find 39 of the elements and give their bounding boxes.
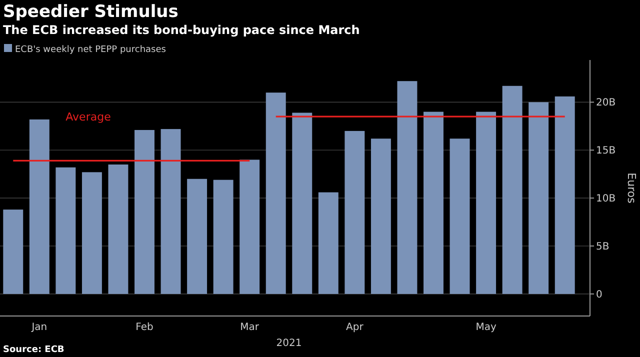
bar <box>397 81 418 294</box>
bar <box>528 102 549 294</box>
bar <box>502 86 522 294</box>
x-tick-label: Mar <box>240 322 260 333</box>
bar <box>318 192 338 294</box>
bar <box>160 129 181 294</box>
y-tick-label: 20B <box>596 98 616 109</box>
bar <box>108 164 128 294</box>
bar <box>476 112 496 294</box>
bar <box>266 92 286 294</box>
x-tick-label: Apr <box>346 322 364 333</box>
bar <box>344 130 365 294</box>
y-tick-label: 5B <box>596 242 610 253</box>
y-axis-title: Euros <box>625 172 638 204</box>
bar <box>292 112 312 294</box>
x-axis-title: 2021 <box>276 338 302 349</box>
bar <box>56 167 76 294</box>
bar <box>450 138 470 294</box>
y-tick-label: 10B <box>596 194 616 205</box>
x-tick-label: Jan <box>30 322 48 333</box>
bar <box>29 119 50 294</box>
bar <box>3 210 24 294</box>
y-tick-label: 15B <box>596 146 616 157</box>
text: Average <box>66 110 112 124</box>
bar <box>370 138 391 294</box>
y-tick-label: 0 <box>596 289 602 300</box>
chart-subtitle: The ECB increased its bond-buying pace since March <box>3 23 360 37</box>
chart-title: Speedier Stimulus <box>3 2 178 22</box>
bar <box>424 112 444 294</box>
bar <box>187 178 208 294</box>
source-note: Source: ECB <box>3 345 64 355</box>
x-tick-label: Feb <box>136 322 154 333</box>
bar <box>134 130 154 294</box>
bar <box>82 172 102 294</box>
bar <box>554 96 575 294</box>
x-tick-label: May <box>476 322 496 333</box>
bar <box>240 160 260 294</box>
legend-label: ECB's weekly net PEPP purchases <box>15 45 166 55</box>
bar <box>213 180 234 294</box>
